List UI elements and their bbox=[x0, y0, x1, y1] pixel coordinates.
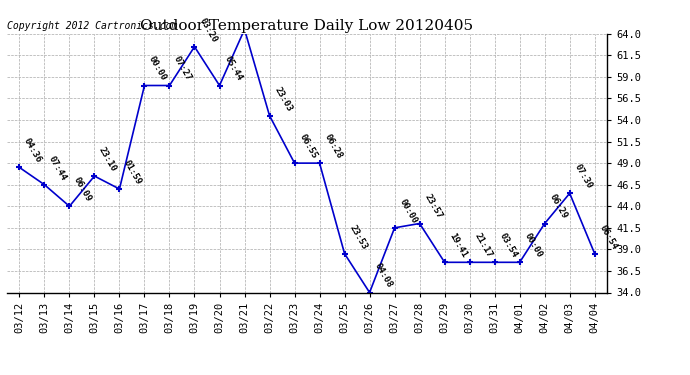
Title: Outdoor Temperature Daily Low 20120405: Outdoor Temperature Daily Low 20120405 bbox=[141, 19, 473, 33]
Text: 05:44: 05:44 bbox=[222, 55, 244, 83]
Text: 06:28: 06:28 bbox=[322, 133, 344, 160]
Text: 23:03: 23:03 bbox=[273, 85, 293, 113]
Text: 06:29: 06:29 bbox=[547, 193, 569, 221]
Text: 07:30: 07:30 bbox=[573, 163, 593, 190]
Text: 03:54: 03:54 bbox=[497, 232, 519, 260]
Text: 23:57: 23:57 bbox=[422, 193, 444, 221]
Text: 00:00: 00:00 bbox=[397, 197, 419, 225]
Text: 07:30: 07:30 bbox=[0, 374, 1, 375]
Text: 03:20: 03:20 bbox=[197, 16, 219, 44]
Text: 23:10: 23:10 bbox=[97, 146, 119, 173]
Text: 06:55: 06:55 bbox=[297, 133, 319, 160]
Text: 23:53: 23:53 bbox=[347, 223, 368, 251]
Text: 00:00: 00:00 bbox=[522, 232, 544, 260]
Text: 04:08: 04:08 bbox=[373, 262, 393, 290]
Text: 07:44: 07:44 bbox=[47, 154, 68, 182]
Text: 06:09: 06:09 bbox=[72, 176, 93, 204]
Text: Copyright 2012 Cartronics.com: Copyright 2012 Cartronics.com bbox=[7, 21, 177, 31]
Text: 21:17: 21:17 bbox=[473, 232, 493, 260]
Text: 01:59: 01:59 bbox=[122, 159, 144, 186]
Text: 06:54: 06:54 bbox=[598, 223, 619, 251]
Text: 04:36: 04:36 bbox=[22, 137, 43, 165]
Text: 00:00: 00:00 bbox=[147, 55, 168, 83]
Text: 19:41: 19:41 bbox=[447, 232, 469, 260]
Text: 07:27: 07:27 bbox=[172, 55, 193, 83]
